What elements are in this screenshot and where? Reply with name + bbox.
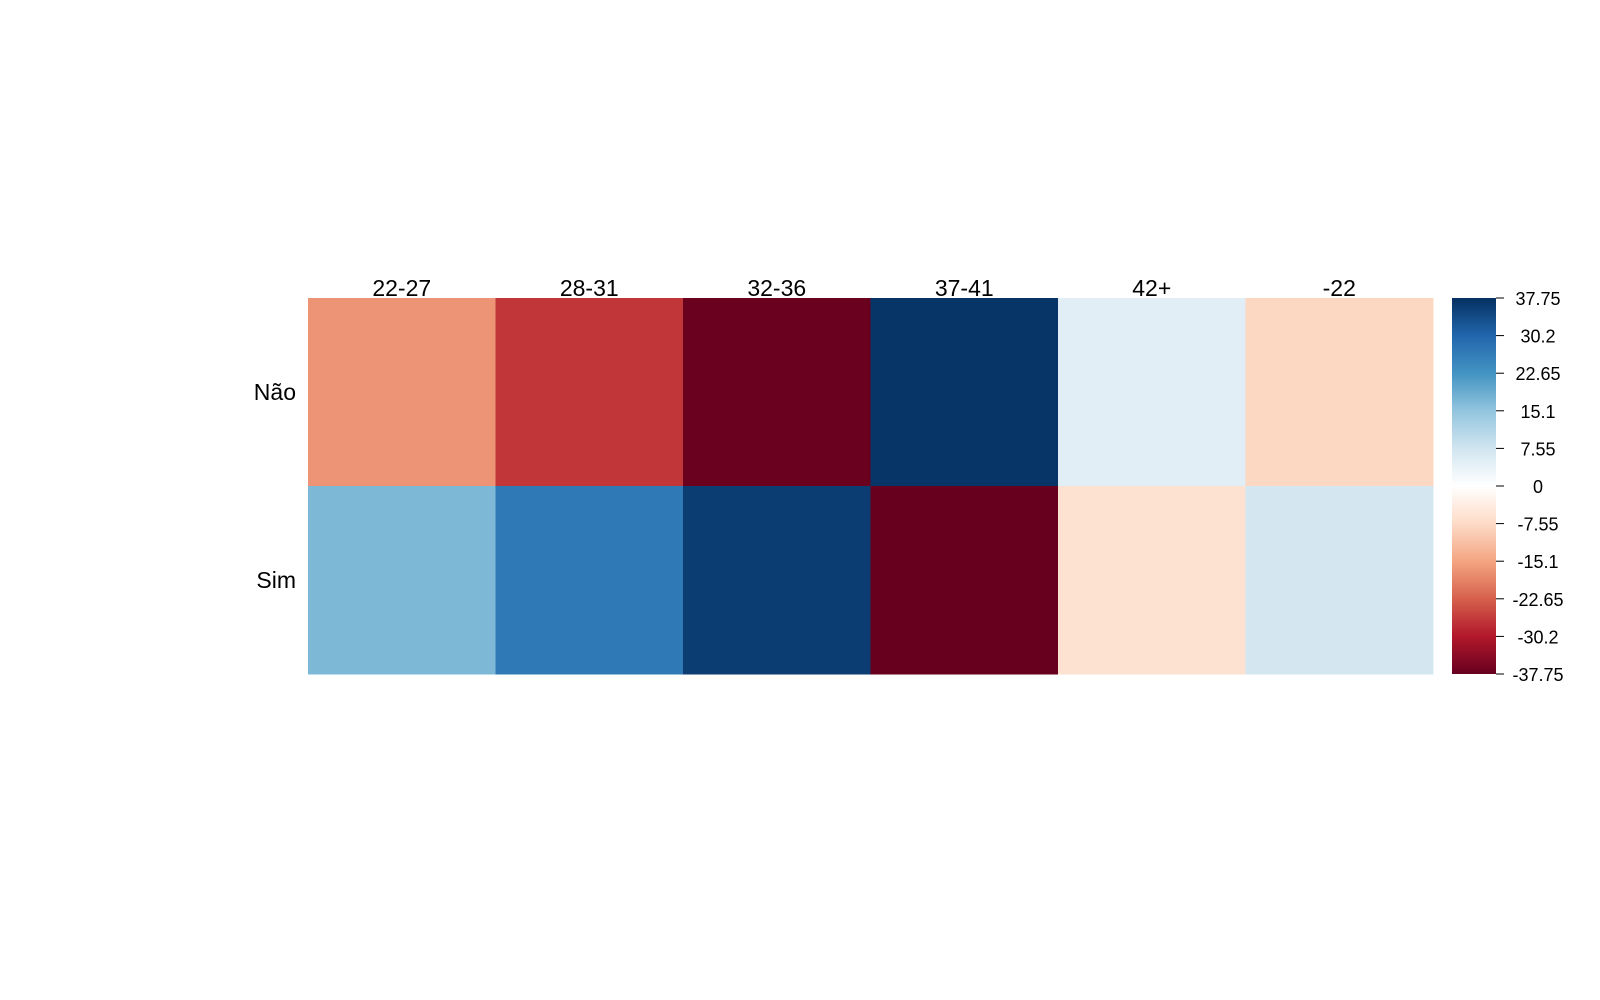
heatmap-cell-não-37-41 xyxy=(870,298,1059,487)
column-label: 42+ xyxy=(1132,275,1171,301)
colorbar-tick-label: 30.2 xyxy=(1520,327,1555,347)
colorbar: 37.75 30.2 22.65 15.1 7.55 0 -7.55 -15.1 -22.65 -… xyxy=(1452,289,1564,685)
colorbar-tick-label: 7.55 xyxy=(1520,439,1555,459)
colorbar-tick-label: 22.65 xyxy=(1515,364,1560,384)
heatmap-cell-sim--22 xyxy=(1245,486,1434,675)
colorbar-tick-label: -7.55 xyxy=(1517,515,1558,535)
colorbar-tick-label: -37.75 xyxy=(1512,665,1563,685)
column-label: -22 xyxy=(1323,275,1356,301)
heatmap-cell-sim-22-27 xyxy=(308,486,496,675)
row-label: Sim xyxy=(256,567,296,593)
column-labels: 22-27 28-31 32-36 37-41 42+ -22 xyxy=(372,275,1356,301)
heatmap-cell-sim-37-41 xyxy=(870,486,1059,675)
colorbar-tick-label: -15.1 xyxy=(1517,552,1558,572)
column-label: 28-31 xyxy=(560,275,619,301)
heatmap-cell-sim-28-31 xyxy=(495,486,684,675)
colorbar-tick-label: 15.1 xyxy=(1520,402,1555,422)
heatmap-cell-sim-42+ xyxy=(1058,486,1246,675)
column-label: 22-27 xyxy=(372,275,431,301)
heatmap-cell-não--22 xyxy=(1245,298,1434,487)
colorbar-tick-label: -22.65 xyxy=(1512,590,1563,610)
column-label: 32-36 xyxy=(747,275,806,301)
colorbar-tick-label: 0 xyxy=(1533,477,1543,497)
colorbar-tick-label: 37.75 xyxy=(1515,289,1560,309)
heatmap-cell-sim-32-36 xyxy=(683,486,871,675)
colorbar-gradient xyxy=(1452,298,1496,674)
heatmap-cell-não-42+ xyxy=(1058,298,1246,487)
colorbar-tick-label: -30.2 xyxy=(1517,627,1558,647)
row-labels: Não Sim xyxy=(254,379,296,593)
column-label: 37-41 xyxy=(935,275,994,301)
heatmap-cells xyxy=(308,298,1434,675)
heatmap-cell-não-28-31 xyxy=(495,298,684,487)
row-label: Não xyxy=(254,379,296,405)
heatmap-cell-não-32-36 xyxy=(683,298,871,487)
colorbar-ticks: 37.75 30.2 22.65 15.1 7.55 0 -7.55 -15.1 -22.65 -… xyxy=(1496,289,1564,685)
heatmap-cell-não-22-27 xyxy=(308,298,496,487)
